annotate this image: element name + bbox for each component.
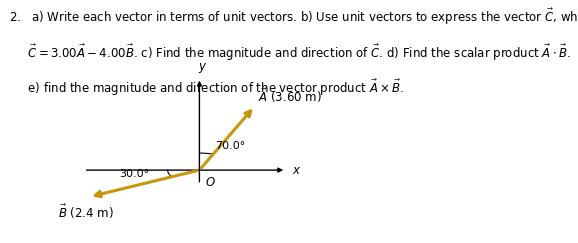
Text: 30.0°: 30.0° (119, 169, 149, 179)
Text: $y$: $y$ (198, 61, 207, 75)
Text: e) find the magnitude and direction of the vector product $\vec{A} \times \vec{B: e) find the magnitude and direction of t… (9, 78, 404, 98)
Text: 2.   a) Write each vector in terms of unit vectors. b) Use unit vectors to expre: 2. a) Write each vector in terms of unit… (9, 7, 578, 27)
Text: $\vec{C} = 3.00\vec{A} - 4.00\vec{B}$. c) Find the magnitude and direction of $\: $\vec{C} = 3.00\vec{A} - 4.00\vec{B}$. c… (9, 43, 570, 62)
Text: $O$: $O$ (205, 176, 216, 189)
Text: 70.0°: 70.0° (215, 141, 246, 151)
Text: $\vec{A}$ (3.60 m): $\vec{A}$ (3.60 m) (258, 87, 321, 105)
Text: $x$: $x$ (292, 164, 301, 177)
Text: $\vec{B}$ (2.4 m): $\vec{B}$ (2.4 m) (58, 203, 114, 221)
